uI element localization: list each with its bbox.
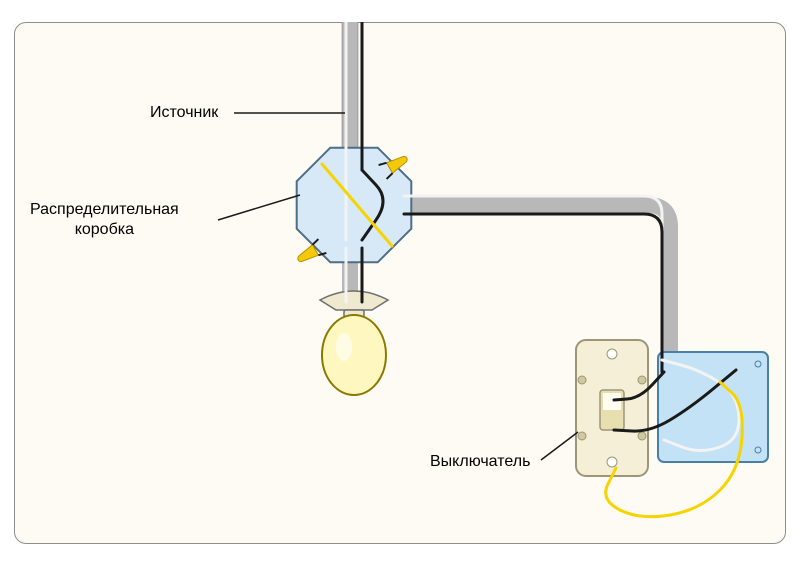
lamp-assembly xyxy=(320,291,388,395)
label-source: Источник xyxy=(150,103,218,123)
wiring-diagram xyxy=(0,0,800,566)
label-switch: Выключатель xyxy=(430,452,530,472)
label-junction-box: Распределительнаякоробка xyxy=(30,200,179,240)
